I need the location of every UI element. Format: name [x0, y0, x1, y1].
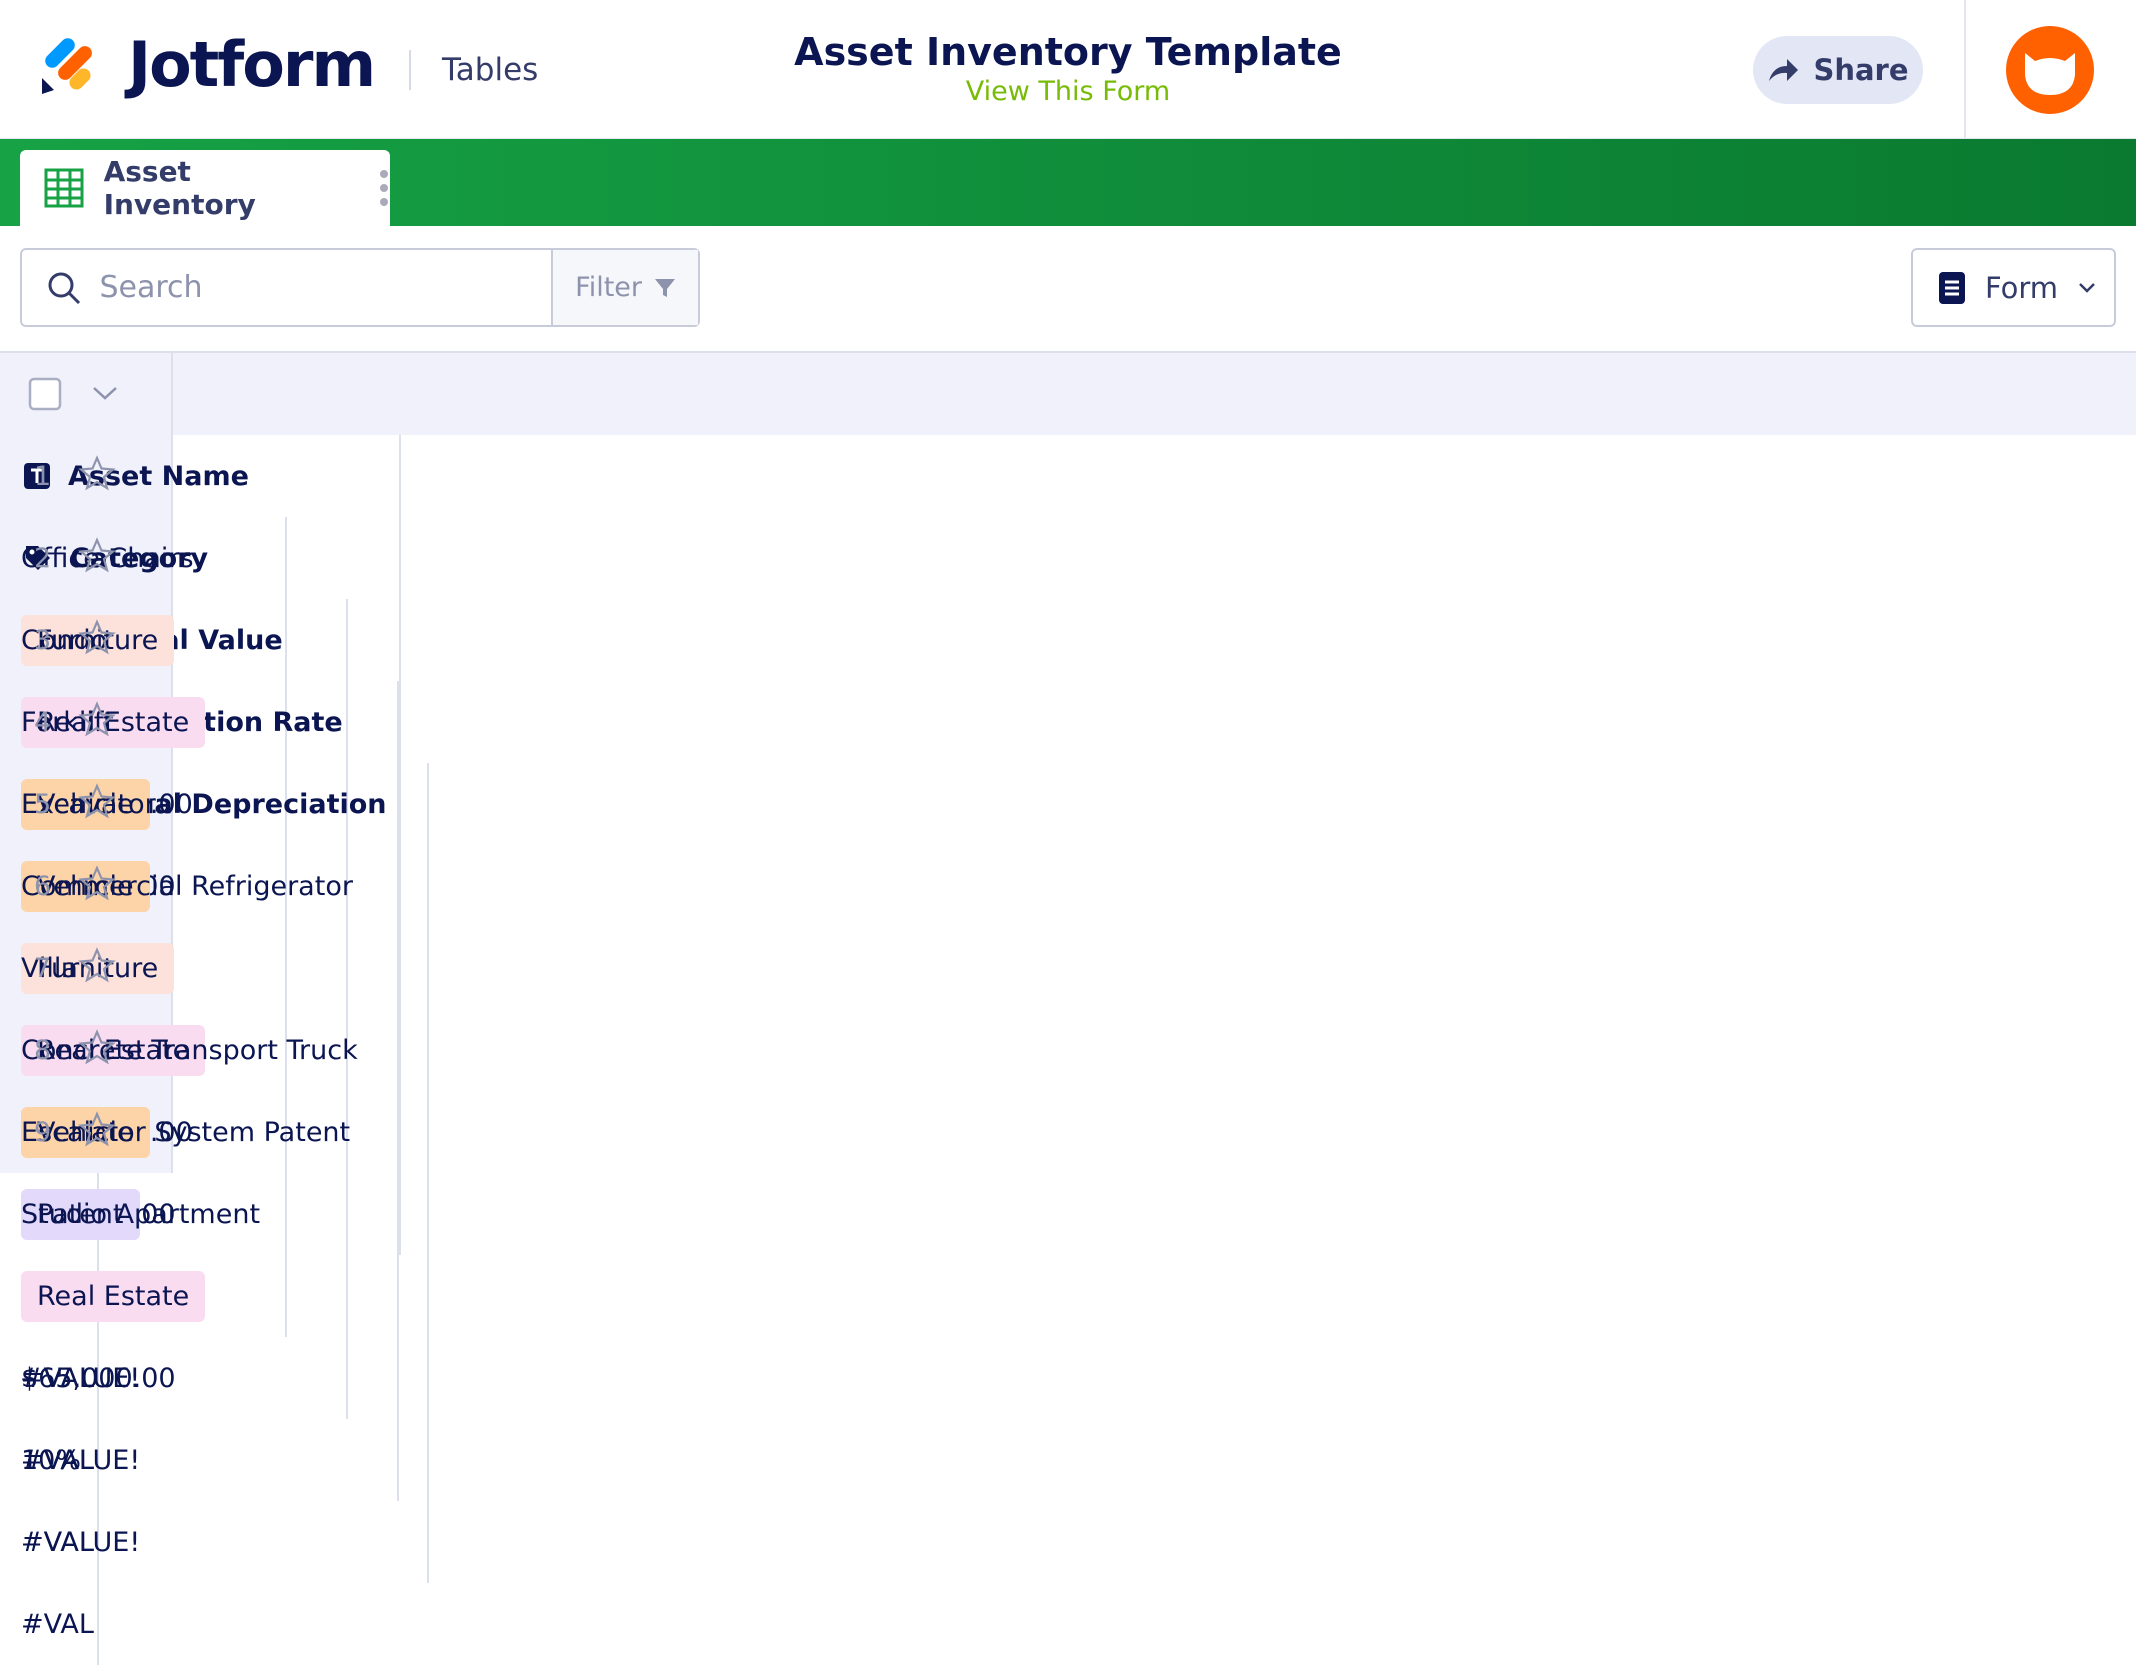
logo-icon	[42, 38, 92, 94]
page-title: Asset Inventory Template	[794, 30, 1342, 74]
search-placeholder: Search	[99, 270, 203, 305]
share-icon	[1769, 59, 1799, 81]
cell-text: Studio Apartment	[21, 1198, 261, 1230]
view-form-link[interactable]: View This Form	[965, 76, 1171, 107]
table-cell[interactable]: Furniture	[0, 927, 287, 1009]
table-cell[interactable]: Real Estate	[0, 681, 287, 763]
filter-label: Filter	[575, 272, 642, 303]
cell-text: Villa	[21, 952, 78, 984]
table-tab[interactable]: Asset Inventory	[20, 150, 390, 226]
category-tag: Vehicle	[21, 1106, 150, 1158]
row-number: 4	[34, 706, 52, 738]
table-cell[interactable]: Commercial Refrigerator	[0, 845, 401, 927]
table-cell[interactable]: Vehicle	[0, 1091, 287, 1173]
table-cell[interactable]: $65,000.00	[0, 1337, 348, 1419]
table-cell[interactable]: #VALUE!	[0, 1501, 429, 1583]
column-icon	[24, 463, 50, 489]
share-button[interactable]: Share	[1753, 36, 1923, 104]
star-button[interactable]	[78, 536, 116, 580]
row-number: 3	[34, 624, 52, 656]
table-cell[interactable]: Vehicle	[0, 845, 287, 927]
form-label: Form	[1985, 270, 2059, 305]
table-cell[interactable]: Villa	[0, 927, 401, 1009]
star-button[interactable]	[78, 946, 116, 990]
select-all[interactable]	[0, 353, 173, 435]
category-tag: Real Estate	[21, 1024, 206, 1076]
cell-text: Escalator System Patent	[21, 1116, 351, 1148]
star-button[interactable]	[78, 700, 116, 744]
header-row: Asset Name Category Original Value Deprecia…	[0, 353, 2136, 927]
table-cell[interactable]: #VAL	[0, 1583, 99, 1665]
divider	[1964, 0, 1966, 139]
row-number: 9	[34, 1116, 52, 1148]
table-cell[interactable]: Studio Apartment	[0, 1173, 401, 1255]
logo-text[interactable]: Jotform	[128, 28, 376, 101]
star-button[interactable]	[78, 864, 116, 908]
table-cell[interactable]: Forklift	[0, 681, 401, 763]
star-button[interactable]	[78, 1028, 116, 1072]
cell-text: $65,000.00	[21, 1362, 176, 1394]
star-button[interactable]	[78, 618, 116, 662]
star-button[interactable]	[78, 454, 116, 498]
category-tag: Vehicle	[21, 860, 150, 912]
category-tag: Real Estate	[21, 1270, 206, 1322]
category-tag: Furniture	[21, 942, 175, 994]
row-number: 7	[34, 952, 52, 984]
row-number: 2	[34, 542, 52, 574]
category-tag: Vehicle	[21, 778, 150, 830]
cell-text: Concrete Transport Truck	[21, 1034, 358, 1066]
table-cell[interactable]: 10%	[0, 1419, 399, 1501]
icon	[28, 377, 62, 411]
form-icon	[1939, 271, 1965, 304]
star-button[interactable]	[78, 1110, 116, 1154]
table-cell[interactable]: Vehicle	[0, 763, 287, 845]
row-number: 6	[34, 870, 52, 902]
cell-text: 10%	[21, 1444, 82, 1476]
grid-icon	[44, 168, 84, 208]
filter-button[interactable]: Filter	[551, 250, 698, 325]
icon	[93, 387, 117, 400]
divider	[409, 50, 411, 90]
search-icon	[48, 272, 81, 304]
share-label: Share	[1813, 53, 1909, 87]
row-number: 1	[34, 460, 52, 492]
data-table: Asset Name Category Original Value Deprecia…	[0, 351, 2136, 1665]
row-number: 5	[34, 788, 52, 820]
tab-label: Asset Inventory	[103, 155, 256, 221]
avatar[interactable]	[2005, 25, 2095, 115]
column-header[interactable]: Asset Name	[0, 435, 401, 517]
filter-icon	[655, 278, 675, 297]
top-bar: Jotform Tables Asset Inventory Template …	[0, 0, 2136, 139]
column-icon	[26, 546, 50, 570]
category-tag: Real Estate	[21, 696, 206, 748]
table-cell[interactable]: Concrete Transport Truck	[0, 1009, 401, 1091]
cell-text: #VAL	[21, 1608, 94, 1640]
form-button[interactable]: Form	[1911, 248, 2116, 327]
cell-text: Forklift	[21, 706, 114, 738]
star-button[interactable]	[78, 782, 116, 826]
cell-text: Commercial Refrigerator	[21, 870, 353, 902]
row-number: 8	[34, 1034, 52, 1066]
table-cell[interactable]: Real Estate	[0, 1255, 287, 1337]
tab-menu[interactable]	[378, 168, 390, 208]
chevron	[2079, 282, 2095, 293]
table-cell[interactable]: Real Estate	[0, 1009, 287, 1091]
column-title: Asset Name	[68, 460, 249, 492]
section-label[interactable]: Tables	[442, 52, 539, 88]
search-box[interactable]: Search Filter	[20, 248, 700, 327]
table-cell[interactable]: Escalator System Patent	[0, 1091, 401, 1173]
cell-text: #VALUE!	[21, 1526, 141, 1558]
